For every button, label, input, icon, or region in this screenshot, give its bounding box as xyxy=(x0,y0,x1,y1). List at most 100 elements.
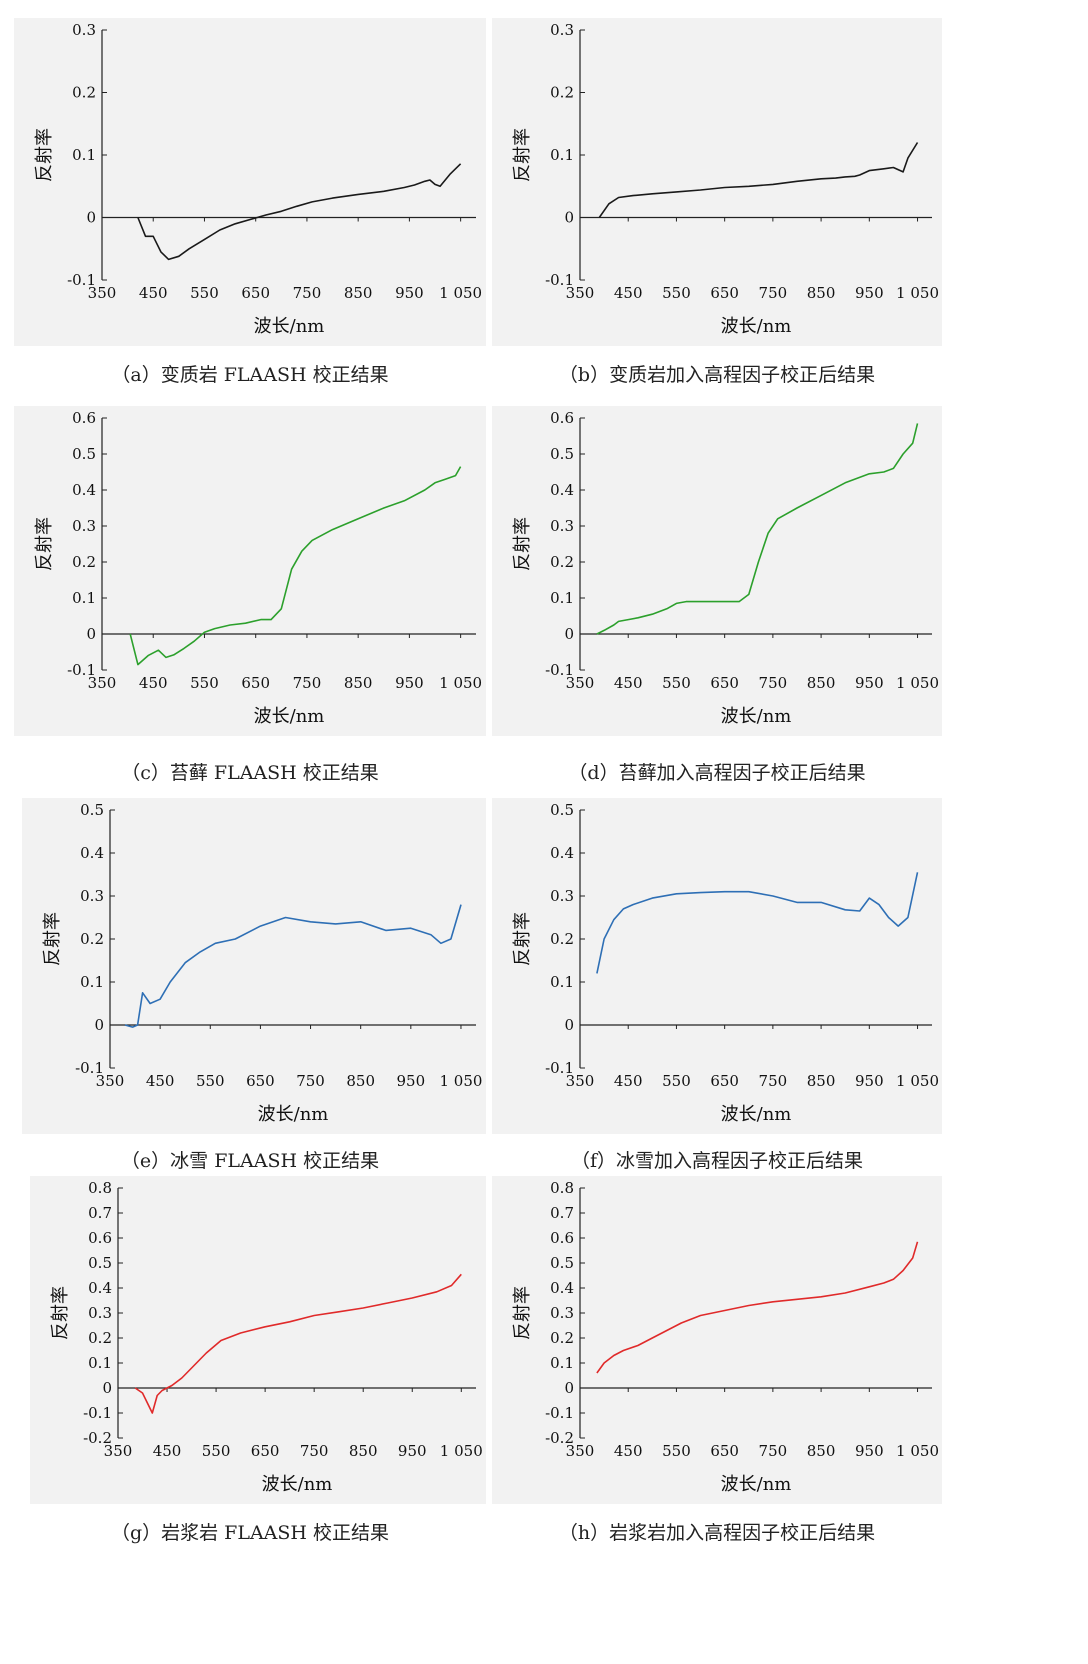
y-tick-label: 0.7 xyxy=(550,1204,574,1222)
x-tick-label: 850 xyxy=(807,674,836,692)
y-tick-label: 0.2 xyxy=(72,84,96,102)
x-tick-label: 450 xyxy=(614,1442,643,1460)
x-tick-label: 1 050 xyxy=(896,284,939,302)
x-tick-label: 950 xyxy=(397,1072,426,1090)
x-tick-label: 450 xyxy=(139,674,168,692)
y-tick-label: 0.2 xyxy=(550,84,574,102)
x-tick-label: 1 050 xyxy=(896,674,939,692)
x-tick-label: 350 xyxy=(566,1072,595,1090)
x-tick-label: 650 xyxy=(241,284,270,302)
y-tick-label: 0.3 xyxy=(88,1304,112,1322)
x-tick-label: 850 xyxy=(349,1442,378,1460)
x-tick-label: 350 xyxy=(96,1072,125,1090)
y-tick-label: 0.4 xyxy=(550,844,574,862)
y-tick-label: 0 xyxy=(102,1379,112,1397)
x-tick-label: 850 xyxy=(807,284,836,302)
y-tick-label: -0.1 xyxy=(75,1059,104,1077)
x-tick-label: 950 xyxy=(855,1072,884,1090)
x-axis-label: 波长/nm xyxy=(254,316,325,337)
x-tick-label: 950 xyxy=(395,674,424,692)
caption-e: （e）冰雪 FLAASH 校正结果 xyxy=(120,1150,380,1172)
y-tick-label: 0.3 xyxy=(550,1304,574,1322)
x-tick-label: 550 xyxy=(662,1442,691,1460)
x-tick-label: 1 050 xyxy=(896,1072,939,1090)
x-tick-label: 650 xyxy=(710,1442,739,1460)
y-tick-label: 0 xyxy=(564,1016,574,1034)
x-tick-label: 350 xyxy=(566,674,595,692)
y-tick-label: -0.2 xyxy=(545,1429,574,1447)
x-axis-label: 波长/nm xyxy=(258,1104,329,1125)
x-tick-label: 350 xyxy=(566,1442,595,1460)
x-tick-label: 850 xyxy=(807,1072,836,1090)
y-tick-label: 0 xyxy=(564,1379,574,1397)
y-tick-label: -0.1 xyxy=(545,271,574,289)
reflectance-line xyxy=(596,423,919,635)
reflectance-line xyxy=(598,142,919,218)
x-tick-label: 950 xyxy=(855,1442,884,1460)
chart-panel-h: -0.2 -0.1 0 0.1 0.2 0.3 0.4 0.5 0.6 0.7 0.8 350 450 5… xyxy=(492,1176,942,1504)
x-axis-label: 波长/nm xyxy=(262,1474,333,1495)
y-tick-label: 0.3 xyxy=(550,21,574,39)
y-tick-label: 0.6 xyxy=(88,1229,112,1247)
x-tick-label: 450 xyxy=(139,284,168,302)
x-axis-label: 波长/nm xyxy=(721,316,792,337)
x-tick-label: 450 xyxy=(614,674,643,692)
x-tick-label: 550 xyxy=(662,674,691,692)
chart-panel-b: -0.1 0 0.1 0.2 0.3 350 450 550 650 750 850 950 1 050… xyxy=(492,18,942,346)
x-tick-label: 1 050 xyxy=(439,1072,482,1090)
y-axis-label: 反射率 xyxy=(512,517,533,571)
x-tick-label: 750 xyxy=(293,284,322,302)
x-tick-label: 350 xyxy=(88,674,117,692)
x-tick-label: 550 xyxy=(662,1072,691,1090)
y-tick-label: 0.1 xyxy=(72,589,96,607)
x-tick-label: 450 xyxy=(614,1072,643,1090)
chart-f: -0.1 0 0.1 0.2 0.3 0.4 0.5 350 450 550 650 750 850 95… xyxy=(512,801,939,1125)
x-tick-label: 450 xyxy=(146,1072,175,1090)
y-tick-label: 0.6 xyxy=(72,409,96,427)
x-tick-label: 950 xyxy=(855,284,884,302)
y-tick-label: 0.6 xyxy=(550,1229,574,1247)
y-tick-label: 0.7 xyxy=(88,1204,112,1222)
y-tick-label: 0.8 xyxy=(88,1179,112,1197)
x-tick-label: 750 xyxy=(759,1442,788,1460)
x-tick-label: 850 xyxy=(346,1072,375,1090)
y-tick-label: 0 xyxy=(86,625,96,643)
chart-a: -0.1 0 0.1 0.2 0.3 350 450 550 650 750 850 950 1 050… xyxy=(34,21,482,337)
x-tick-label: 750 xyxy=(293,674,322,692)
y-axis-label: 反射率 xyxy=(512,912,533,966)
x-tick-label: 650 xyxy=(241,674,270,692)
chart-e: -0.1 0 0.1 0.2 0.3 0.4 0.5 350 450 550 650 750 850 95… xyxy=(42,801,482,1125)
reflectance-line xyxy=(134,1273,462,1414)
y-tick-label: 0.6 xyxy=(550,409,574,427)
x-tick-label: 550 xyxy=(662,284,691,302)
y-tick-label: -0.2 xyxy=(83,1429,112,1447)
caption-f: （f）冰雪加入高程因子校正后结果 xyxy=(570,1150,864,1172)
x-axis-label: 波长/nm xyxy=(721,706,792,727)
x-tick-label: 650 xyxy=(710,284,739,302)
y-tick-label: 0.5 xyxy=(550,445,574,463)
y-tick-label: 0 xyxy=(564,209,574,227)
reflectance-line xyxy=(124,904,462,1028)
y-tick-label: 0 xyxy=(94,1016,104,1034)
x-tick-label: 1 050 xyxy=(896,1442,939,1460)
caption-c: （c）苔藓 FLAASH 校正结果 xyxy=(121,762,379,784)
y-tick-label: 0.1 xyxy=(550,589,574,607)
caption-g: （g）岩浆岩 FLAASH 校正结果 xyxy=(110,1522,390,1544)
y-tick-label: 0.8 xyxy=(550,1179,574,1197)
y-tick-label: 0.1 xyxy=(550,146,574,164)
x-tick-label: 850 xyxy=(344,284,373,302)
x-tick-label: 450 xyxy=(153,1442,182,1460)
x-tick-label: 1 050 xyxy=(439,674,482,692)
x-tick-label: 850 xyxy=(807,1442,836,1460)
caption-a: （a）变质岩 FLAASH 校正结果 xyxy=(111,364,389,386)
y-tick-label: -0.1 xyxy=(545,1404,574,1422)
x-tick-label: 650 xyxy=(710,674,739,692)
chart-panel-c: -0.1 0 0.1 0.2 0.3 0.4 0.5 0.6 350 450 550 650 750 85… xyxy=(14,406,486,736)
y-tick-label: 0.3 xyxy=(80,887,104,905)
y-tick-label: 0.3 xyxy=(72,517,96,535)
y-axis-label: 反射率 xyxy=(34,128,55,182)
x-tick-label: 1 050 xyxy=(440,1442,483,1460)
y-tick-label: 0.4 xyxy=(88,1279,112,1297)
reflectance-line xyxy=(129,466,462,666)
chart-c: -0.1 0 0.1 0.2 0.3 0.4 0.5 0.6 350 450 550 650 750 85… xyxy=(34,409,482,727)
